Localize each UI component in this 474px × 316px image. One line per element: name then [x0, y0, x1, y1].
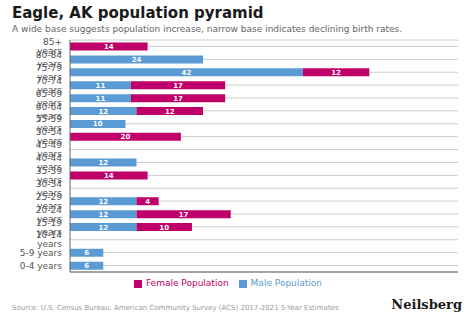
svg-text:10: 10 [159, 224, 169, 232]
svg-text:12: 12 [98, 159, 108, 167]
svg-text:12: 12 [98, 198, 108, 206]
svg-text:10: 10 [93, 120, 103, 128]
svg-text:4: 4 [145, 198, 150, 206]
svg-text:12: 12 [98, 211, 108, 219]
svg-text:85+years: 85+years [37, 37, 62, 56]
svg-text:24: 24 [132, 56, 142, 64]
svg-text:6: 6 [84, 262, 89, 270]
svg-text:0-4 years: 0-4 years [20, 261, 63, 271]
svg-text:20: 20 [121, 133, 131, 141]
svg-text:42: 42 [182, 69, 192, 77]
svg-text:17: 17 [179, 211, 189, 219]
svg-text:11: 11 [96, 82, 106, 90]
svg-text:11: 11 [96, 95, 106, 103]
svg-text:17: 17 [173, 82, 183, 90]
svg-text:12: 12 [331, 69, 341, 77]
svg-text:14: 14 [104, 172, 114, 180]
svg-text:12: 12 [98, 108, 108, 116]
svg-text:6: 6 [84, 249, 89, 257]
svg-text:17: 17 [173, 95, 183, 103]
svg-text:12: 12 [98, 224, 108, 232]
svg-text:12: 12 [165, 108, 175, 116]
svg-text:14: 14 [104, 43, 114, 51]
